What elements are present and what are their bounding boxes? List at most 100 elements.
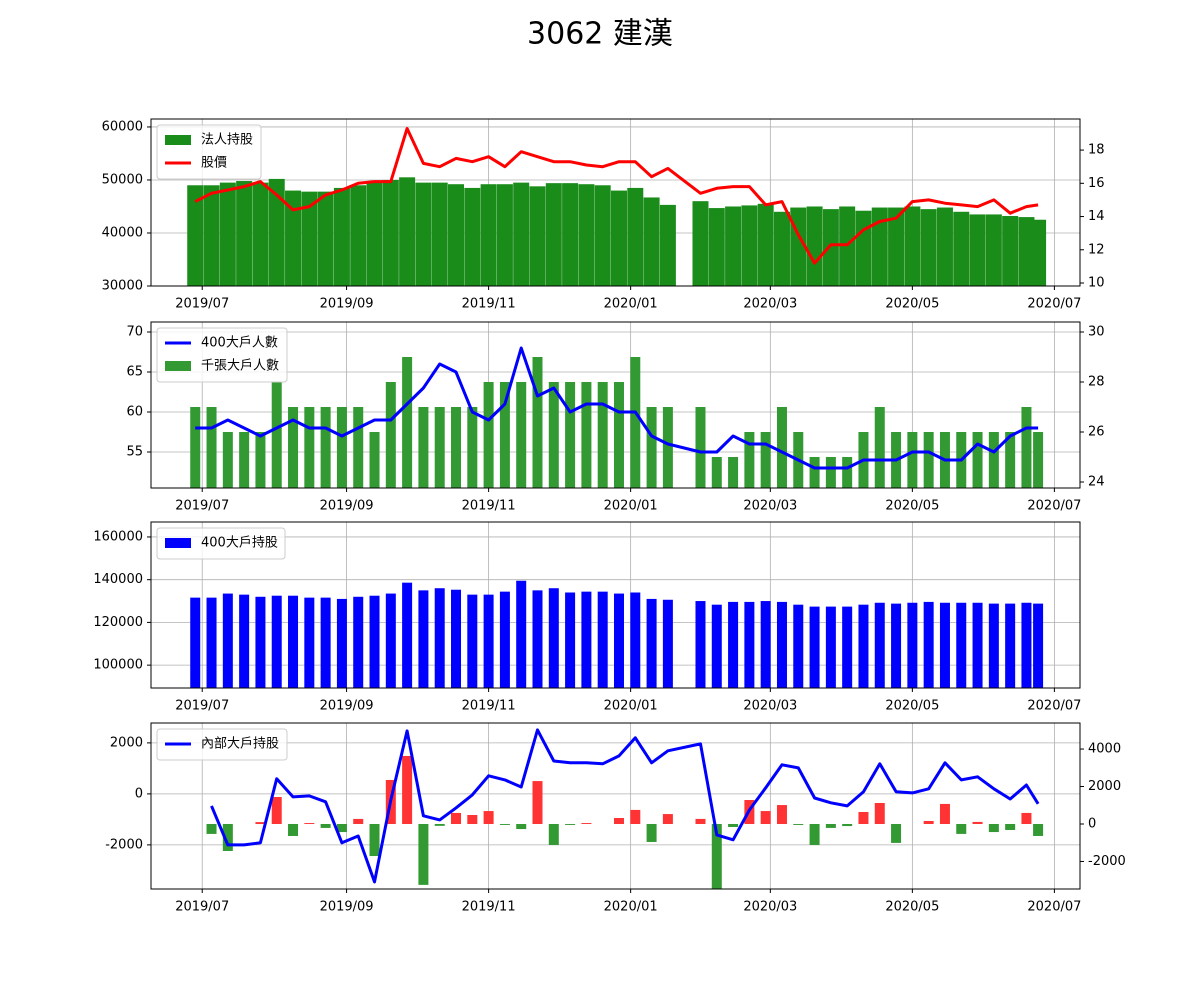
bar [271, 595, 282, 688]
bar [825, 457, 836, 488]
bar [565, 592, 576, 688]
bar [206, 407, 217, 488]
bar [467, 814, 478, 824]
bar [451, 589, 462, 688]
y2-tick-label: 10 [1088, 276, 1105, 291]
bar [565, 823, 576, 825]
bar [806, 206, 823, 286]
y2-tick-label: 0 [1088, 816, 1096, 831]
bar [288, 407, 299, 488]
bar [464, 187, 481, 286]
bar [711, 823, 722, 889]
bar [744, 601, 755, 688]
bar [578, 184, 595, 286]
bar [255, 596, 266, 688]
axes-frame [150, 722, 1081, 890]
bar [695, 407, 706, 488]
bar [646, 598, 657, 688]
y2-tick-label: 18 [1088, 143, 1105, 158]
x-tick-label: 2019/11 [462, 900, 516, 915]
bar [483, 811, 494, 824]
bar [1005, 432, 1016, 488]
bar [581, 591, 592, 688]
bar [548, 588, 559, 688]
bar [1033, 432, 1044, 488]
bar [222, 823, 233, 851]
bar [236, 181, 253, 286]
bar [613, 593, 624, 688]
bar [399, 177, 416, 286]
x-tick-label: 2020/05 [885, 499, 939, 514]
bar [757, 203, 774, 286]
bar [711, 457, 722, 488]
axes-frame [150, 118, 1081, 287]
x-tick-label: 2019/11 [462, 297, 516, 312]
bar [695, 818, 706, 824]
y-tick-label: 50000 [102, 172, 143, 187]
bar [222, 432, 233, 488]
bar [728, 823, 739, 827]
bar [985, 214, 1002, 286]
bar [907, 432, 918, 488]
bar [923, 601, 934, 688]
axes-frame [150, 521, 1081, 689]
bar [499, 382, 510, 488]
bar [923, 432, 934, 488]
bar [1030, 219, 1047, 286]
bar [496, 184, 513, 286]
bar [988, 603, 999, 688]
bar [415, 182, 432, 286]
bar [741, 205, 758, 286]
bar [613, 817, 624, 824]
y-tick-label: 70 [126, 325, 143, 340]
x-tick-label: 2019/09 [320, 699, 374, 714]
bar [451, 812, 462, 824]
bar [972, 432, 983, 488]
x-tick-label: 2019/09 [320, 499, 374, 514]
line [210, 728, 1040, 884]
bar [418, 407, 429, 488]
bar [659, 204, 676, 286]
y-tick-label: -2000 [105, 837, 143, 852]
bar [336, 598, 347, 688]
x-tick-label: 2019/07 [175, 900, 229, 915]
bar [956, 823, 967, 834]
bar [333, 187, 350, 286]
bar [728, 457, 739, 488]
plot-area [151, 119, 1080, 286]
bar [855, 210, 872, 286]
bar [532, 357, 543, 488]
bar [336, 823, 347, 833]
bar [1005, 823, 1016, 830]
x-tick-label: 2019/07 [175, 297, 229, 312]
y2-tick-label: 24 [1088, 475, 1105, 490]
bar [972, 602, 983, 688]
bar [320, 823, 331, 828]
bar [858, 811, 869, 824]
bar [268, 178, 285, 286]
bar [516, 823, 527, 830]
bar [630, 809, 641, 824]
y2-tick-label: 2000 [1088, 779, 1121, 794]
y-tick-label: 40000 [102, 225, 143, 240]
bar [434, 823, 445, 826]
bar [597, 591, 608, 688]
y-tick-label: 65 [126, 365, 143, 380]
bar [956, 602, 967, 688]
bar [366, 182, 383, 286]
legend-swatch [165, 538, 191, 548]
bar [499, 823, 510, 825]
axes-frame [150, 321, 1081, 489]
bar [662, 407, 673, 488]
bar [776, 601, 787, 688]
bar [532, 590, 543, 688]
bar [842, 606, 853, 688]
bar [643, 197, 660, 286]
y-tick-label: 100000 [93, 658, 143, 673]
x-tick-label: 2019/07 [175, 699, 229, 714]
bar [760, 432, 771, 488]
bar [190, 407, 201, 488]
bar [532, 781, 543, 824]
bar [385, 593, 396, 688]
